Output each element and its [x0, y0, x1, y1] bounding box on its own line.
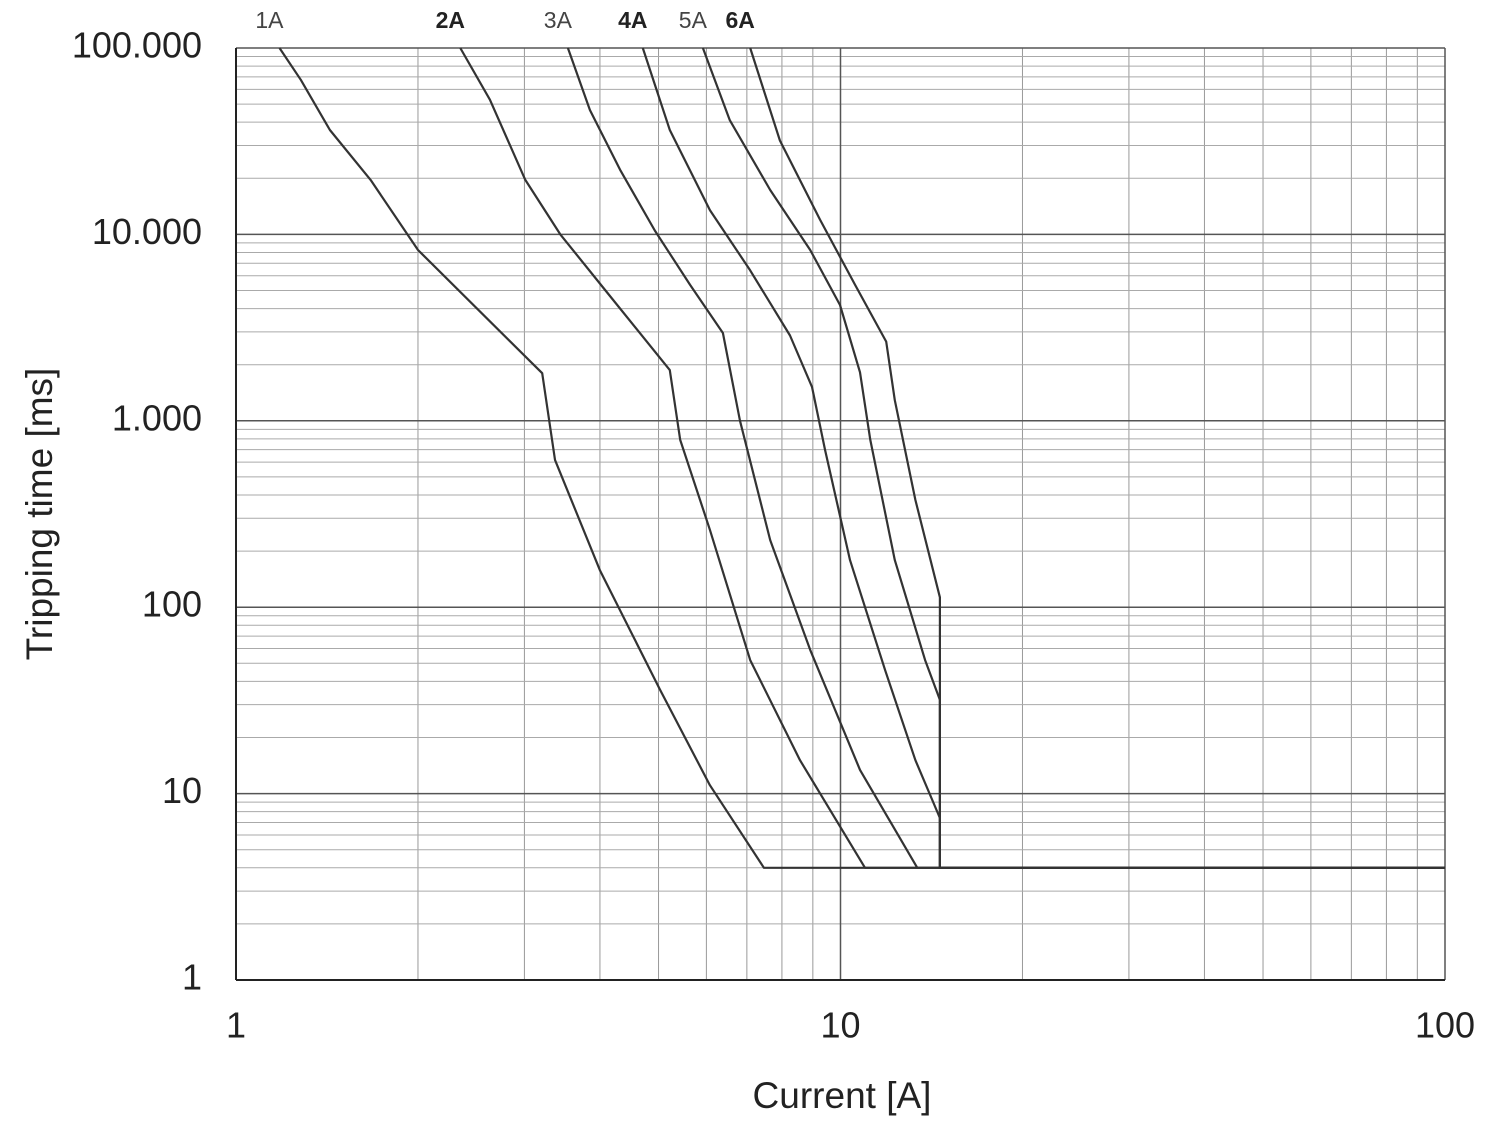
series-label: 4A — [618, 7, 647, 33]
series-line — [566, 47, 1445, 869]
series-line — [749, 47, 1445, 869]
series-line — [701, 47, 1445, 869]
series-line — [278, 47, 1445, 869]
x-tick-label: 1 — [226, 1005, 246, 1046]
series-label: 1A — [255, 7, 284, 33]
series-line — [459, 47, 1445, 869]
y-tick-label: 1.000 — [112, 397, 202, 438]
x-tick-label: 10 — [820, 1005, 860, 1046]
x-axis-label: Current [A] — [753, 1075, 932, 1116]
series-label: 3A — [544, 7, 573, 33]
y-tick-label: 1 — [182, 957, 202, 998]
series-line — [641, 47, 1445, 869]
y-tick-label: 10.000 — [92, 211, 202, 252]
y-axis-label: Tripping time [ms] — [19, 368, 60, 661]
x-tick-label: 100 — [1415, 1005, 1475, 1046]
y-tick-label: 100.000 — [72, 25, 202, 66]
series-label: 2A — [436, 7, 465, 33]
y-tick-label: 10 — [162, 770, 202, 811]
series-label: 6A — [726, 7, 755, 33]
series-label: 5A — [679, 7, 708, 33]
y-tick-label: 100 — [142, 584, 202, 625]
